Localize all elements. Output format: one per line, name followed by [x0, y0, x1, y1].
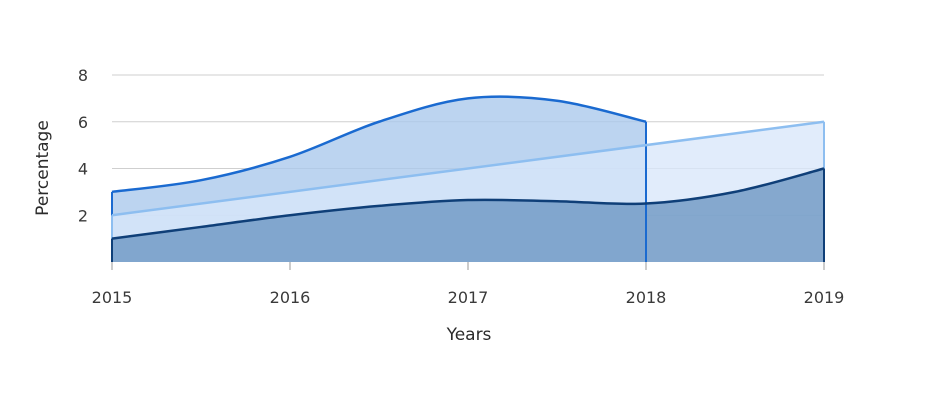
y-tick-label-3: 8 — [78, 66, 88, 85]
series-line-1 — [111, 120, 825, 217]
series-line-2 — [111, 167, 825, 240]
axes: 2 4 6 8 2015 2016 2017 2018 2019 — [78, 66, 845, 307]
y-tick-label-0: 2 — [78, 206, 88, 225]
series-lines — [111, 95, 825, 262]
series-line-0 — [111, 95, 647, 194]
x-tick-label-3: 2018 — [626, 288, 667, 307]
x-tick-label-0: 2015 — [92, 288, 133, 307]
y-tick-label-1: 4 — [78, 160, 88, 179]
y-axis-title: Percentage — [33, 120, 53, 216]
y-tick-label-2: 6 — [78, 113, 88, 132]
x-tick-label-2: 2017 — [448, 288, 489, 307]
x-tick-label-4: 2019 — [804, 288, 845, 307]
x-tick-label-1: 2016 — [270, 288, 311, 307]
x-axis-title: Years — [446, 325, 492, 345]
